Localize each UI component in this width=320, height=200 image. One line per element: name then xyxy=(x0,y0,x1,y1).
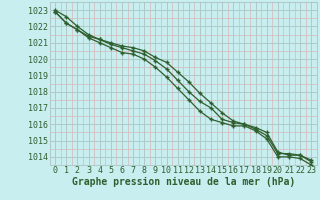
X-axis label: Graphe pression niveau de la mer (hPa): Graphe pression niveau de la mer (hPa) xyxy=(72,177,295,187)
